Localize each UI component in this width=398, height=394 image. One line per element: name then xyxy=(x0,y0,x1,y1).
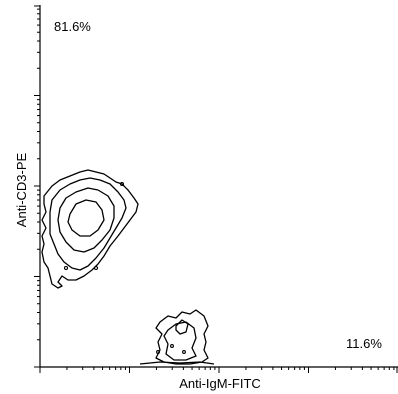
igm-base-band xyxy=(139,361,215,365)
cd3-contour-2 xyxy=(49,177,127,271)
igm-speck-1 xyxy=(170,344,174,348)
cd3-speck-2 xyxy=(93,265,99,271)
cd3-contour-inner xyxy=(67,199,105,237)
igm-speck-2 xyxy=(182,350,186,354)
igm-contour-outer xyxy=(155,309,209,365)
quadrant-label-bottom-right: 11.6% xyxy=(346,336,382,351)
cd3-speck-1 xyxy=(63,265,69,271)
y-axis-ticks xyxy=(34,5,40,368)
igm-speck-3 xyxy=(156,350,160,354)
cd3-contour-3 xyxy=(57,187,115,253)
cd3-population-contours xyxy=(41,169,139,289)
cd3-contour-outer xyxy=(41,169,139,289)
x-axis-label: Anti-IgM-FITC xyxy=(179,376,261,391)
igm-contour-inner xyxy=(175,319,189,335)
y-axis-label: Anti-CD3-PE xyxy=(14,152,29,227)
x-axis-ticks xyxy=(39,367,398,373)
quadrant-label-top-left: 81.6% xyxy=(54,19,91,34)
igm-contour-2 xyxy=(163,321,197,361)
plot-frame xyxy=(39,5,398,368)
cd3-speck-3 xyxy=(119,181,125,187)
igm-population-contours xyxy=(139,309,215,365)
